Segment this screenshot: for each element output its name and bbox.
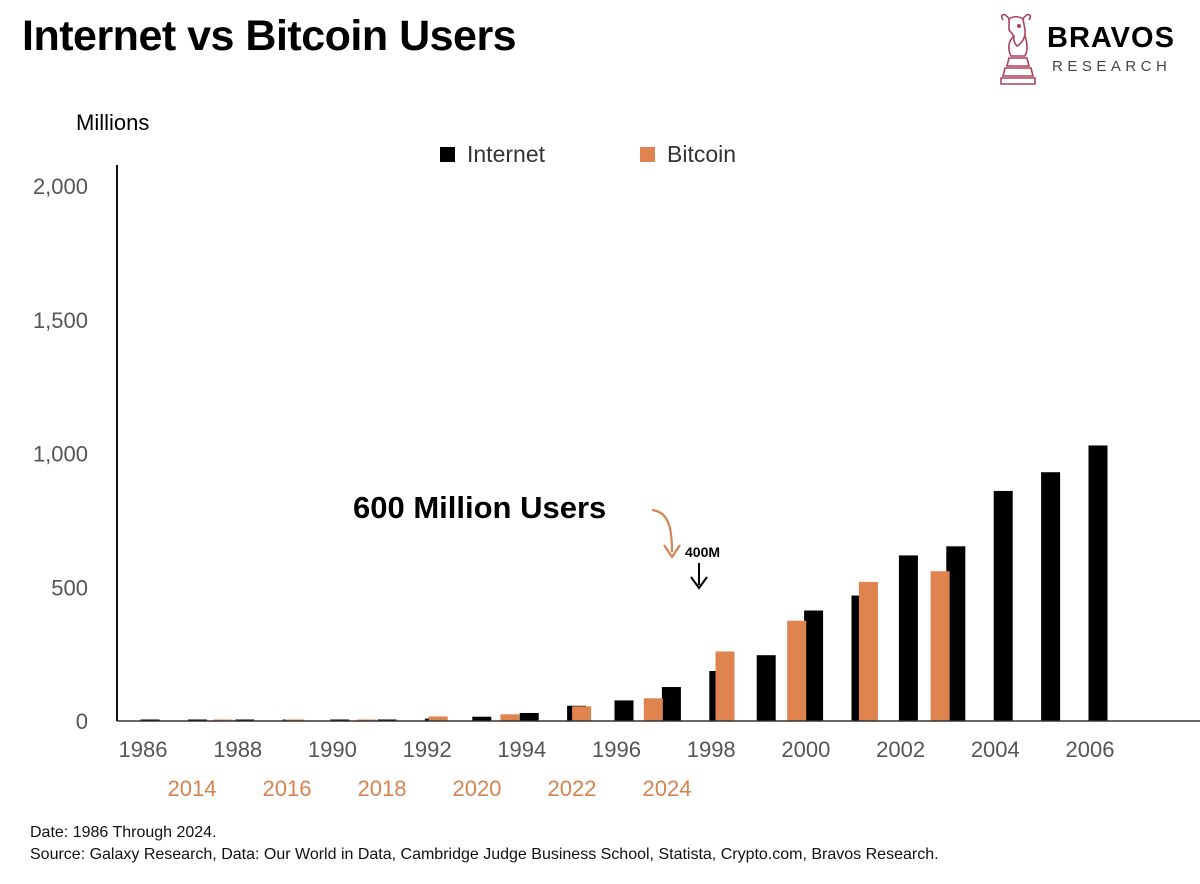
logo-name: BRAVOS xyxy=(1047,22,1175,54)
x-tick-label-internet: 1990 xyxy=(308,737,357,762)
bitcoin-bar-2018 xyxy=(500,714,520,721)
annotation-400m-label: 400M xyxy=(685,544,720,560)
annotation-400m-arrowhead xyxy=(690,576,708,590)
x-tick-label-bitcoin: 2018 xyxy=(358,776,407,801)
internet-bar-2000 xyxy=(804,610,824,721)
logo-subtitle: RESEARCH xyxy=(1052,58,1172,75)
source-note: Source: Galaxy Research, Data: Our World… xyxy=(30,846,939,863)
date-note: Date: 1986 Through 2024. xyxy=(30,824,217,841)
internet-bar-1996 xyxy=(614,700,634,721)
internet-bar-2002 xyxy=(898,555,918,721)
x-tick-label-internet: 2004 xyxy=(971,737,1020,762)
internet-bar-1999 xyxy=(756,655,776,721)
x-tick-label-internet: 1996 xyxy=(592,737,641,762)
internet-bar-1993 xyxy=(472,716,492,721)
bitcoin-swatch xyxy=(640,146,655,162)
internet-bar-2004 xyxy=(993,490,1013,721)
x-tick-label-internet: 1986 xyxy=(119,737,168,762)
chart-title: Internet vs Bitcoin Users xyxy=(22,12,517,60)
bitcoin-bar-2022 xyxy=(787,620,807,721)
internet-bar-1997 xyxy=(661,687,681,721)
x-tick-label-bitcoin: 2024 xyxy=(643,776,692,801)
bitcoin-bar-2017 xyxy=(428,716,448,721)
x-tick-label-internet: 1998 xyxy=(687,737,736,762)
x-tick-label-bitcoin: 2014 xyxy=(168,776,217,801)
bitcoin-bar-2019 xyxy=(572,706,592,721)
bitcoin-bar-2020 xyxy=(643,698,663,721)
x-tick-label-internet: 1988 xyxy=(213,737,262,762)
x-tick-label-internet: 2006 xyxy=(1066,737,1115,762)
x-tick-label-internet: 1992 xyxy=(403,737,452,762)
y-tick-label: 0 xyxy=(76,709,88,734)
internet-bar-2005 xyxy=(1041,472,1061,721)
x-tick-label-internet: 2000 xyxy=(781,737,830,762)
internet-bar-2006 xyxy=(1088,445,1108,721)
bravos-logo: BRAVOS RESEARCH xyxy=(995,10,1195,92)
legend-item-bitcoin: Bitcoin xyxy=(640,140,736,168)
internet-bar-2003 xyxy=(946,546,966,721)
bitcoin-bar-2023 xyxy=(858,581,878,721)
x-tick-label-bitcoin: 2016 xyxy=(263,776,312,801)
legend-item-internet: Internet xyxy=(440,140,545,168)
x-tick-label-internet: 1994 xyxy=(497,737,546,762)
y-tick-label: 2,000 xyxy=(33,174,88,199)
x-tick-label-internet: 2002 xyxy=(876,737,925,762)
y-tick-label: 1,500 xyxy=(33,308,88,333)
annotation-600m-arrowhead xyxy=(663,544,681,559)
bitcoin-bar-2024 xyxy=(930,571,950,721)
y-tick-label: 500 xyxy=(51,575,88,600)
annotation-600m-label: 600 Million Users xyxy=(353,490,606,525)
y-tick-label: 1,000 xyxy=(33,442,88,467)
legend-label-internet: Internet xyxy=(467,140,545,167)
y-axis-units-label: Millions xyxy=(76,110,150,135)
internet-swatch xyxy=(440,146,455,162)
x-tick-label-bitcoin: 2022 xyxy=(548,776,597,801)
bitcoin-bar-2021 xyxy=(715,651,735,721)
x-tick-label-bitcoin: 2020 xyxy=(453,776,502,801)
bull-knight-icon xyxy=(1000,13,1036,85)
legend-label-bitcoin: Bitcoin xyxy=(667,140,737,167)
internet-bar-1994 xyxy=(519,712,539,721)
annotation-600m-arrow xyxy=(651,508,674,553)
